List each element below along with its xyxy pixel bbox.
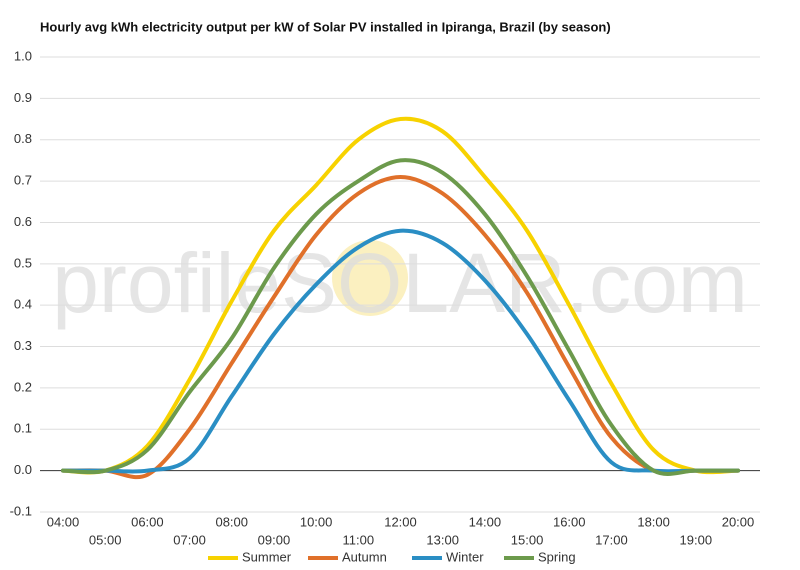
y-tick-label: 0.6 [14, 214, 32, 229]
x-tick-label: 15:00 [511, 532, 544, 547]
y-tick-label: -0.1 [10, 503, 32, 518]
y-tick-label: 0.0 [14, 462, 32, 477]
series-line [61, 158, 740, 476]
x-tick-label: 10:00 [300, 514, 333, 529]
x-tick-label: 17:00 [595, 532, 628, 547]
x-tick-label: 09:00 [258, 532, 291, 547]
x-tick-label: 19:00 [680, 532, 713, 547]
x-tick-label: 12:00 [384, 514, 417, 529]
x-tick-label: 18:00 [637, 514, 670, 529]
y-tick-label: 0.8 [14, 131, 32, 146]
x-tick-label: 08:00 [215, 514, 248, 529]
x-tick-label: 14:00 [469, 514, 502, 529]
y-tick-label: 0.5 [14, 255, 32, 270]
y-tick-label: 0.7 [14, 173, 32, 188]
legend-label: Autumn [342, 549, 387, 564]
y-tick-label: 0.1 [14, 421, 32, 436]
legend-label: Winter [446, 549, 484, 564]
series-line [61, 228, 740, 474]
y-tick-label: 0.4 [14, 297, 32, 312]
y-tick-label: 1.0 [14, 48, 32, 63]
x-tick-label: 06:00 [131, 514, 164, 529]
y-tick-label: 0.2 [14, 379, 32, 394]
y-tick-label: 0.9 [14, 90, 32, 105]
x-tick-label: 11:00 [343, 532, 375, 547]
series-line [61, 116, 740, 475]
watermark: profileSOLAR.com [52, 236, 748, 330]
x-tick-label: 05:00 [89, 532, 122, 547]
x-tick-label: 07:00 [173, 532, 206, 547]
series-line [61, 174, 740, 480]
chart-title: Hourly avg kWh electricity output per kW… [40, 19, 611, 34]
legend-label: Summer [242, 549, 292, 564]
watermark-sun [332, 240, 408, 316]
y-tick-label: 0.3 [14, 338, 32, 353]
x-tick-label: 20:00 [722, 514, 755, 529]
x-tick-label: 13:00 [426, 532, 459, 547]
legend-label: Spring [538, 549, 576, 564]
x-tick-label: 04:00 [47, 514, 80, 529]
x-tick-label: 16:00 [553, 514, 586, 529]
